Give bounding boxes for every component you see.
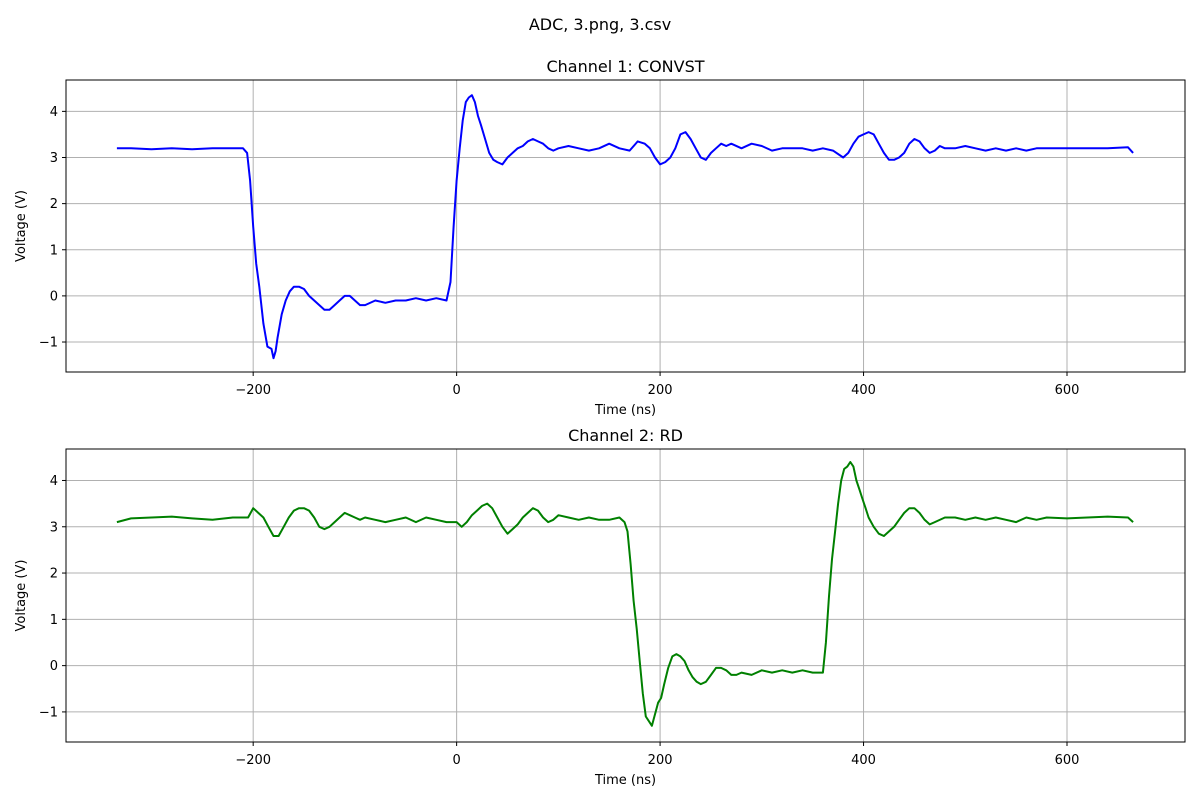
- x-tick-label: 600: [1055, 383, 1080, 398]
- series-line: [116, 94, 1134, 360]
- plot-frame: [65, 79, 1186, 373]
- x-tick-label: 200: [648, 753, 673, 768]
- x-axis-label: Time (ns): [594, 773, 656, 788]
- x-axis-label: Time (ns): [594, 403, 656, 418]
- x-tick-label: 0: [452, 753, 460, 768]
- y-tick-label: 3: [50, 520, 58, 535]
- x-tick-label: −200: [235, 383, 271, 398]
- y-tick-label: 2: [50, 197, 58, 212]
- x-tick-label: 0: [452, 383, 460, 398]
- y-tick-label: 1: [50, 243, 58, 258]
- y-tick-label: 0: [50, 289, 58, 304]
- series-line: [116, 461, 1134, 727]
- y-tick-label: 3: [50, 151, 58, 166]
- x-tick-label: 600: [1055, 753, 1080, 768]
- plot-frame: [65, 448, 1186, 743]
- y-axis-label: Voltage (V): [14, 560, 29, 632]
- y-tick-label: −1: [39, 336, 58, 351]
- y-tick-label: 0: [50, 659, 58, 674]
- x-tick-label: −200: [235, 753, 271, 768]
- chart-title: Channel 2: RD: [568, 426, 683, 445]
- chart-panel-channel-2: −200 0 200 400 600 −1 0 1 2 3 4 Channel 2: RD Time (…: [14, 426, 1186, 788]
- y-tick-label: 1: [50, 613, 58, 628]
- y-axis-label: Voltage (V): [14, 190, 29, 262]
- x-tick-label: 400: [851, 383, 876, 398]
- y-tick-label: 4: [50, 474, 58, 489]
- x-tick-label: 400: [851, 753, 876, 768]
- chart-title: Channel 1: CONVST: [546, 57, 704, 76]
- y-tick-label: 2: [50, 567, 58, 582]
- chart-panel-channel-1: −200 0 200 400 600 −1 0 1 2 3 4 Channel 1: CONVST Ti…: [14, 57, 1186, 418]
- x-tick-label: 200: [648, 383, 673, 398]
- y-tick-label: 4: [50, 105, 58, 120]
- figure-suptitle: ADC, 3.png, 3.csv: [529, 15, 671, 34]
- y-tick-label: −1: [39, 705, 58, 720]
